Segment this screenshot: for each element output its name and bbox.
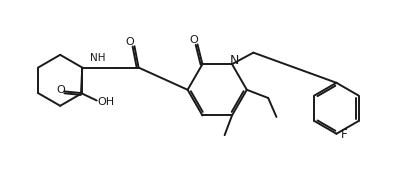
Text: NH: NH	[90, 53, 106, 63]
Text: O: O	[190, 35, 199, 45]
Text: N: N	[230, 54, 240, 66]
Text: F: F	[341, 128, 347, 141]
Text: O: O	[125, 37, 134, 47]
Text: OH: OH	[97, 97, 114, 107]
Text: O: O	[56, 85, 65, 95]
